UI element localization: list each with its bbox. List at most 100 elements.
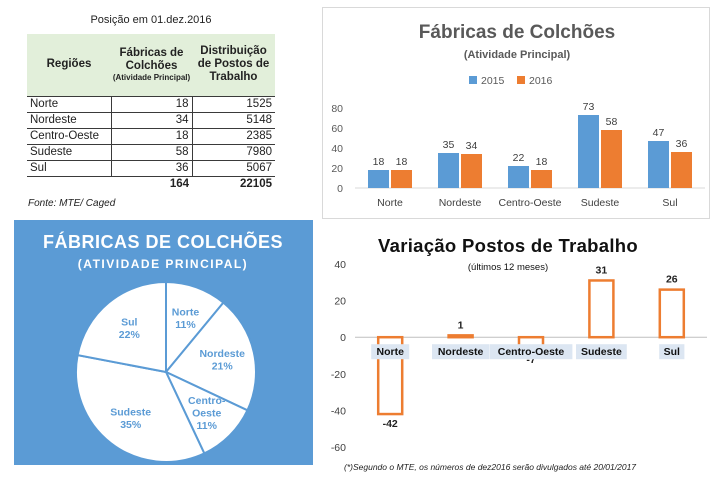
category-label-bg xyxy=(659,344,685,360)
table-row: Sul 36 5067 xyxy=(27,160,275,177)
y-tick-label: 20 xyxy=(334,296,346,308)
table-header-row: Regiões Fábricas de Colchões (Atividade … xyxy=(27,34,275,96)
legend-swatch xyxy=(517,76,525,84)
chart-title: FÁBRICAS DE COLCHÕES xyxy=(43,231,283,252)
bar-2016 xyxy=(601,130,622,188)
bar-value-label: 35 xyxy=(443,139,455,151)
table-caption: Posição em 01.dez.2016 xyxy=(90,14,212,26)
table-row: Norte 18 1525 xyxy=(27,95,275,113)
header-regioes: Regiões xyxy=(27,34,111,96)
bar-value-label: 18 xyxy=(536,156,548,168)
total-postos-cell: 22105 xyxy=(240,178,272,191)
pie-slice-label: 11% xyxy=(175,319,196,331)
x-tick-label: Centro-Oeste xyxy=(498,197,561,209)
region-cell: Sudeste xyxy=(27,144,111,161)
jobs-variation-chart-svg: Variação Postos de Trabalho (últimos 12 m… xyxy=(331,235,707,454)
variation-bar xyxy=(588,279,615,339)
table-row: Nordeste 34 5148 xyxy=(27,112,275,129)
pie-slice-label: 21% xyxy=(212,361,234,373)
region-cell: Norte xyxy=(27,95,111,113)
bar-2015 xyxy=(508,166,529,188)
bar-value-label: 47 xyxy=(653,127,665,139)
pie-slice xyxy=(75,353,206,463)
variation-bar xyxy=(447,334,474,339)
pie-slice-label: 35% xyxy=(120,419,142,431)
bar-2015 xyxy=(368,170,389,188)
legend-label: 2015 xyxy=(481,75,505,87)
category-label-bg xyxy=(576,344,627,360)
header-fabricas-label: Fábricas de Colchões xyxy=(119,46,184,72)
pie-slice-label: Sudeste xyxy=(110,406,151,418)
x-tick-label: Sul xyxy=(664,346,680,358)
postos-cell: 1525 xyxy=(191,95,275,113)
category-label-bg xyxy=(371,344,410,360)
chart-subtitle: (ATIVIDADE PRINCIPAL) xyxy=(78,257,248,271)
pie-slice xyxy=(76,280,167,374)
fabricas-cell: 18 xyxy=(110,128,192,145)
y-tick-label: -20 xyxy=(331,369,346,381)
bar-2015 xyxy=(578,115,599,188)
y-tick-label: 20 xyxy=(331,163,343,175)
variation-bar xyxy=(376,335,404,416)
pie-slice xyxy=(164,301,257,412)
chart-subtitle: (últimos 12 meses) xyxy=(468,262,548,273)
bar-2015 xyxy=(438,153,459,188)
fabricas-cell: 58 xyxy=(110,144,192,161)
factories-pie-chart: FÁBRICAS DE COLCHÕES (ATIVIDADE PRINCIPAL… xyxy=(14,220,313,465)
bar-value-label: 31 xyxy=(596,264,608,276)
bar-value-label: 22 xyxy=(513,152,525,164)
pie-slice-label: Oeste xyxy=(192,408,221,420)
legend-swatch xyxy=(469,76,477,84)
region-table: Regiões Fábricas de Colchões (Atividade … xyxy=(27,34,275,192)
bar-value-label: 1 xyxy=(458,319,464,331)
factories-bar-chart: Fábricas de Colchões (Atividade Principal… xyxy=(322,7,710,219)
chart-title: Fábricas de Colchões xyxy=(419,22,615,43)
data-table-panel: Posição em 01.dez.2016 Regiões Fábricas … xyxy=(24,8,278,209)
y-tick-label: 40 xyxy=(334,259,346,271)
y-tick-label: 0 xyxy=(337,183,343,195)
pie-slice-label: 11% xyxy=(197,420,218,432)
pie-slice-label: 22% xyxy=(119,329,141,341)
bar-2016 xyxy=(461,154,482,188)
postos-cell: 7980 xyxy=(191,144,275,161)
footnote: (*)Segundo o MTE, os números de dez2016 … xyxy=(344,462,637,472)
table-row: Centro-Oeste 18 2385 xyxy=(27,128,275,145)
header-fabricas-subnote: (Atividade Principal) xyxy=(112,72,191,82)
fabricas-cell: 18 xyxy=(110,95,192,113)
bar-value-label: 18 xyxy=(373,156,385,168)
bar-value-label: -42 xyxy=(383,418,398,430)
total-fabricas-cell: 164 xyxy=(169,178,189,191)
y-tick-label: -60 xyxy=(331,442,346,454)
table-body: Norte 18 1525 Nordeste 34 5148 Centro-Oeste 18 2… xyxy=(27,95,275,177)
bar-value-label: -7 xyxy=(526,354,535,366)
pie-slice-label: Sul xyxy=(121,316,137,328)
bar-value-label: 26 xyxy=(666,274,678,286)
factories-pie-chart-svg: FÁBRICAS DE COLCHÕES (ATIVIDADE PRINCIPAL… xyxy=(43,231,283,463)
jobs-variation-chart: Variação Postos de Trabalho (últimos 12 m… xyxy=(322,226,710,460)
y-tick-label: 60 xyxy=(331,123,343,135)
region-cell: Sul xyxy=(27,160,111,177)
region-cell: Nordeste xyxy=(27,112,111,129)
category-label-bg xyxy=(432,344,490,360)
bar-2016 xyxy=(531,170,552,188)
table-row: Sudeste 58 7980 xyxy=(27,144,275,161)
fabricas-cell: 34 xyxy=(110,112,192,129)
x-tick-label: Centro-Oeste xyxy=(498,346,565,358)
header-distribuicao: Distribuição de Postos de Trabalho xyxy=(192,34,275,96)
x-tick-label: Sudeste xyxy=(581,197,620,209)
fabricas-cell: 36 xyxy=(110,160,192,177)
legend-label: 2016 xyxy=(529,75,553,87)
bar-value-label: 18 xyxy=(396,156,408,168)
postos-cell: 5148 xyxy=(191,112,275,129)
factories-bar-chart-svg: Fábricas de Colchões (Atividade Principal… xyxy=(331,22,705,209)
pie-slice-label: Norte xyxy=(172,307,200,319)
y-tick-label: -40 xyxy=(331,405,346,417)
bar-value-label: 36 xyxy=(676,138,688,150)
bar-value-label: 58 xyxy=(606,116,618,128)
chart-title: Variação Postos de Trabalho xyxy=(378,235,638,256)
bar-2016 xyxy=(391,170,412,188)
total-label-cell xyxy=(27,176,111,192)
y-tick-label: 0 xyxy=(340,332,346,344)
table-total-row: 164 22105 xyxy=(27,176,275,192)
bar-value-label: 73 xyxy=(583,101,595,113)
